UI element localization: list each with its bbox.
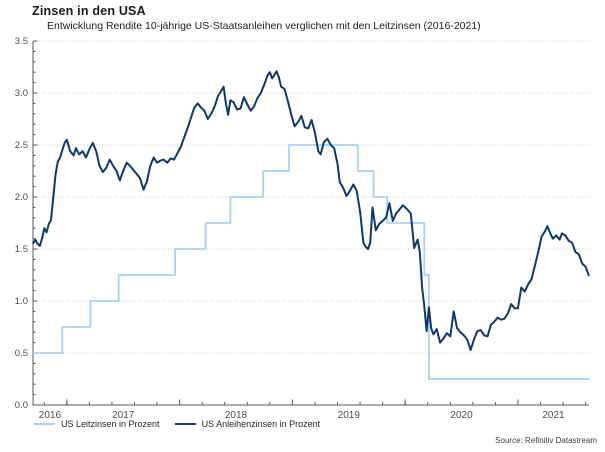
y-tick-label: 0.5 [15, 348, 28, 359]
x-tick-label: 2017 [112, 410, 135, 421]
anleihen-line [32, 70, 590, 351]
x-tick-label: 2019 [338, 410, 361, 421]
y-tick-label: 2.5 [15, 140, 28, 151]
x-tick-label: 2021 [542, 410, 565, 421]
legend-label-anleihen: US Anleihenzinsen in Prozent [201, 419, 321, 429]
chart-subtitle: Entwicklung Rendite 10-jährige US-Staats… [47, 20, 481, 32]
anleihen-line-swatch [174, 423, 196, 425]
y-tick-label: 2.0 [15, 192, 28, 203]
y-tick-label: 1.0 [15, 296, 28, 307]
x-tick-label: 2018 [225, 410, 248, 421]
y-tick-label: 3.0 [15, 88, 28, 99]
leitzins-line [33, 144, 589, 380]
legend-item-leitzins: US Leitzinsen in Prozent [34, 419, 160, 429]
legend-item-anleihen: US Anleihenzinsen in Prozent [174, 419, 321, 429]
legend-label-leitzins: US Leitzinsen in Prozent [61, 419, 160, 429]
x-tick-label: 2020 [450, 410, 473, 421]
leitzins-line-swatch [34, 423, 55, 425]
y-tick-label: 3.5 [15, 36, 28, 47]
y-tick-label: 0.0 [15, 400, 28, 411]
chart-legend: US Leitzinsen in Prozent US Anleihenzins… [34, 419, 335, 429]
chart-title: Zinsen in den USA [32, 4, 146, 18]
source-credit: Source: Refinitiv Datastream [495, 436, 597, 445]
x-tick-label: 2016 [39, 410, 62, 421]
y-tick-label: 1.5 [15, 244, 28, 255]
